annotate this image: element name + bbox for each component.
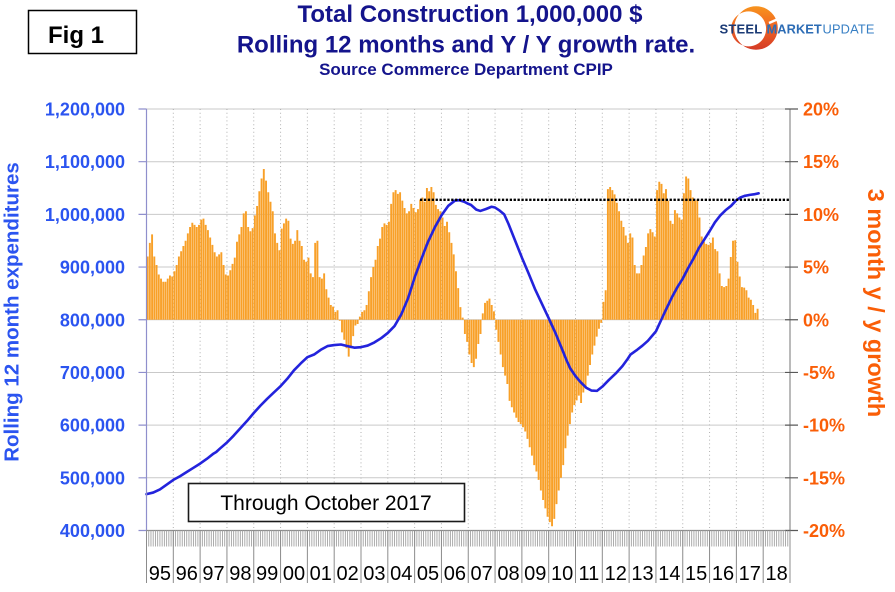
svg-text:17: 17	[739, 563, 761, 585]
svg-text:11: 11	[579, 563, 600, 585]
svg-text:14: 14	[658, 563, 680, 585]
svg-text:Source Commerce Department CPI: Source Commerce Department CPIP	[319, 60, 613, 79]
svg-text:-20%: -20%	[803, 521, 845, 541]
svg-text:MARKET: MARKET	[767, 22, 822, 37]
svg-text:15: 15	[685, 563, 707, 585]
svg-text:20%: 20%	[803, 100, 839, 120]
svg-text:Rolling 12 month expenditures: Rolling 12 month expenditures	[1, 162, 24, 462]
svg-text:02: 02	[336, 563, 358, 585]
svg-text:04: 04	[390, 563, 412, 585]
svg-text:0%: 0%	[803, 310, 829, 330]
svg-text:-15%: -15%	[803, 468, 845, 488]
svg-text:Rolling 12 months and Y / Y gr: Rolling 12 months and Y / Y growth rate.	[237, 32, 695, 59]
svg-text:Total Construction 1,000,000 $: Total Construction 1,000,000 $	[298, 1, 644, 28]
svg-text:98: 98	[229, 563, 251, 585]
svg-text:16: 16	[712, 563, 734, 585]
svg-text:03: 03	[363, 563, 385, 585]
svg-text:10: 10	[551, 563, 573, 585]
svg-text:1,000,000: 1,000,000	[45, 205, 125, 225]
svg-text:800,000: 800,000	[60, 310, 125, 330]
svg-text:96: 96	[176, 563, 198, 585]
svg-text:13: 13	[631, 563, 653, 585]
svg-text:400,000: 400,000	[60, 521, 125, 541]
svg-text:3 month y / y growth: 3 month y / y growth	[863, 189, 889, 417]
svg-text:15%: 15%	[803, 152, 839, 172]
svg-text:600,000: 600,000	[60, 416, 125, 436]
svg-text:97: 97	[202, 563, 224, 585]
svg-text:12: 12	[605, 563, 627, 585]
svg-text:1,200,000: 1,200,000	[45, 100, 125, 120]
svg-text:-5%: -5%	[803, 363, 835, 383]
svg-text:Fig 1: Fig 1	[48, 22, 104, 49]
svg-text:07: 07	[471, 563, 493, 585]
svg-text:5%: 5%	[803, 258, 829, 278]
svg-text:STEEL: STEEL	[720, 22, 763, 37]
svg-text:08: 08	[497, 563, 519, 585]
svg-text:05: 05	[417, 563, 439, 585]
svg-text:1,100,000: 1,100,000	[45, 152, 125, 172]
svg-text:UPDATE: UPDATE	[823, 22, 875, 37]
svg-text:Through October 2017: Through October 2017	[220, 492, 431, 515]
svg-text:18: 18	[765, 563, 787, 585]
svg-text:06: 06	[444, 563, 466, 585]
svg-text:10%: 10%	[803, 205, 839, 225]
svg-text:-10%: -10%	[803, 416, 845, 436]
svg-text:99: 99	[256, 563, 278, 585]
svg-text:01: 01	[310, 563, 332, 585]
svg-text:00: 00	[283, 563, 305, 585]
svg-text:900,000: 900,000	[60, 258, 125, 278]
svg-text:95: 95	[149, 563, 171, 585]
svg-text:700,000: 700,000	[60, 363, 125, 383]
svg-text:500,000: 500,000	[60, 468, 125, 488]
svg-text:09: 09	[524, 563, 546, 585]
